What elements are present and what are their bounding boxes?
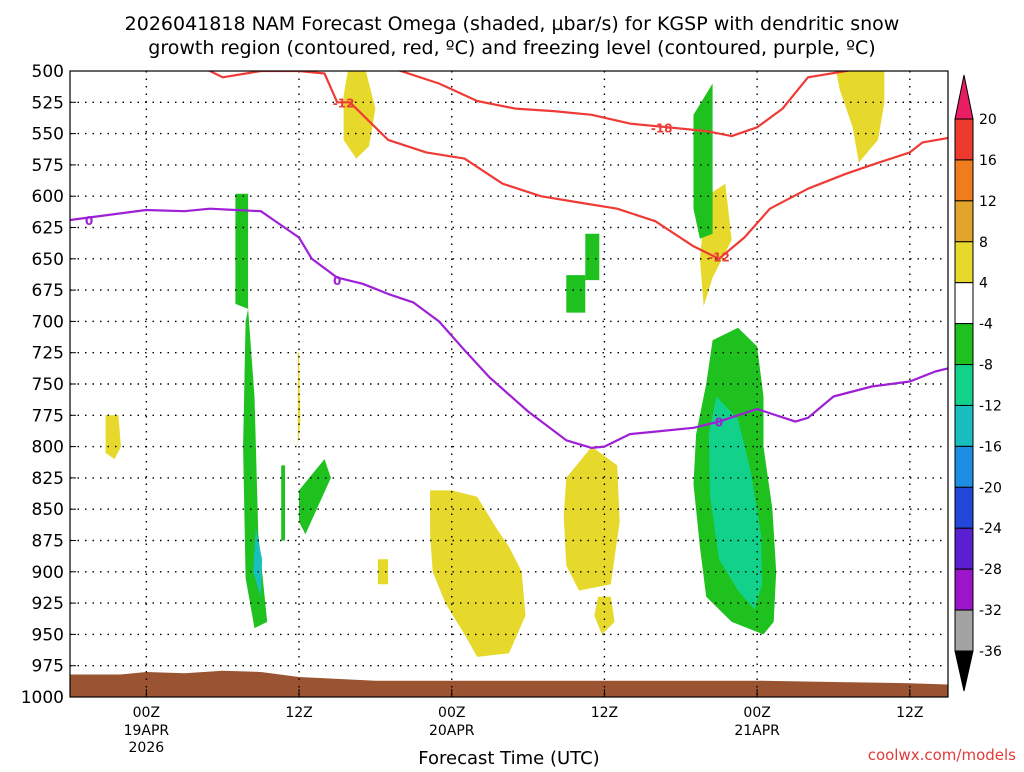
contour-line-0 bbox=[70, 207, 948, 449]
colorbar-label-0: 20 bbox=[979, 112, 997, 128]
omega-region-4 bbox=[235, 193, 249, 309]
y-tick-label-19: 975 bbox=[32, 657, 64, 677]
colorbar-swatch-9 bbox=[954, 445, 974, 488]
colorbar-swatch-7 bbox=[954, 364, 974, 406]
x-tick-label-0: 00Z bbox=[133, 705, 160, 721]
contour-label-0-1: 0 bbox=[333, 274, 341, 288]
omega-region-13 bbox=[708, 396, 763, 610]
contour-line--18 bbox=[397, 71, 851, 138]
contour-label--12-1: -12 bbox=[708, 250, 730, 264]
colorbar-bottom-triangle bbox=[954, 650, 974, 692]
contour-line--12 bbox=[207, 71, 948, 260]
x-tick-label-1: 12Z bbox=[285, 705, 312, 721]
colorbar-swatch-11 bbox=[954, 527, 974, 570]
x-tick-date-4: 21APR bbox=[734, 723, 780, 739]
omega-region-10 bbox=[566, 275, 586, 313]
y-tick-label-3: 575 bbox=[32, 156, 64, 176]
y-tick-label-7: 675 bbox=[32, 281, 64, 301]
y-tick-label-12: 800 bbox=[32, 438, 64, 458]
colorbar-swatch-3 bbox=[954, 200, 974, 243]
colorbar-label-1: 16 bbox=[979, 153, 997, 169]
colorbar-label-9: -20 bbox=[979, 480, 1002, 496]
contour-label-0-0: 0 bbox=[85, 214, 93, 228]
colorbar-swatch-8 bbox=[954, 404, 974, 447]
y-tick-label-8: 700 bbox=[32, 312, 64, 332]
contour-label-0-2: 0 bbox=[715, 416, 723, 430]
colorbar-label-5: -4 bbox=[979, 317, 993, 333]
y-tick-label-1: 525 bbox=[32, 93, 64, 113]
colorbar-swatch-4 bbox=[954, 241, 974, 284]
colorbar-label-8: -16 bbox=[979, 439, 1002, 455]
x-tick-date-2: 20APR bbox=[429, 723, 475, 739]
y-tick-label-14: 850 bbox=[32, 500, 64, 520]
plot-content: -12-12-180000 bbox=[70, 71, 1024, 697]
x-tick-year-0: 2026 bbox=[129, 740, 165, 756]
y-tick-label-17: 925 bbox=[32, 594, 64, 614]
x-axis-label: Forecast Time (UTC) bbox=[418, 748, 599, 768]
colorbar-label-7: -12 bbox=[979, 398, 1002, 414]
colorbar-swatch-1 bbox=[954, 118, 974, 161]
omega-region-16 bbox=[563, 446, 620, 591]
watermark: coolwx.com/models bbox=[868, 746, 1016, 764]
surface-terrain bbox=[70, 670, 948, 697]
colorbar-top-triangle bbox=[954, 74, 974, 120]
colorbar-label-3: 8 bbox=[979, 235, 988, 251]
chart-title-line1: 2026041818 NAM Forecast Omega (shaded, µ… bbox=[125, 13, 900, 35]
x-tick-label-3: 12Z bbox=[591, 705, 618, 721]
colorbar-label-11: -28 bbox=[979, 562, 1002, 578]
y-tick-label-13: 825 bbox=[32, 469, 64, 489]
colorbar-swatch-13 bbox=[954, 609, 974, 652]
colorbar-label-2: 12 bbox=[979, 194, 997, 210]
colorbar-label-4: 4 bbox=[979, 276, 988, 292]
omega-region-3 bbox=[693, 83, 713, 239]
x-tick-date-0: 19APR bbox=[124, 723, 170, 739]
colorbar-swatch-6 bbox=[954, 323, 974, 366]
contour-label--18-0: -18 bbox=[651, 121, 673, 135]
y-tick-label-9: 725 bbox=[32, 344, 64, 364]
omega-region-1 bbox=[836, 71, 885, 163]
chart-title-line2: growth region (contoured, red, ºC) and f… bbox=[148, 37, 875, 59]
omega-region-11 bbox=[585, 233, 600, 281]
colorbar-label-12: -32 bbox=[979, 603, 1002, 619]
omega-region-14 bbox=[105, 415, 121, 460]
colorbar-swatch-10 bbox=[954, 486, 974, 529]
plot-area: -12-12-180000500525550575600625650675700… bbox=[21, 62, 1024, 756]
colorbar-label-10: -24 bbox=[979, 521, 1002, 537]
colorbar-swatch-5 bbox=[954, 282, 974, 325]
colorbar: 20 16 12 8 4 -4 -8 -12 -16 -20 -24 -28 -32 -36 bbox=[954, 74, 1002, 692]
omega-region-18 bbox=[377, 559, 389, 585]
colorbar-swatch-2 bbox=[954, 159, 974, 202]
y-tick-label-18: 950 bbox=[32, 625, 64, 645]
y-tick-label-0: 500 bbox=[32, 62, 64, 82]
y-tick-label-6: 650 bbox=[32, 250, 64, 270]
y-tick-label-20: 1000 bbox=[21, 688, 64, 708]
contour-label--12-0: -12 bbox=[333, 96, 355, 110]
x-tick-label-5: 12Z bbox=[896, 705, 923, 721]
omega-region-7 bbox=[299, 459, 331, 535]
y-tick-label-2: 550 bbox=[32, 125, 64, 145]
colorbar-label-13: -36 bbox=[979, 644, 1002, 660]
omega-region-5 bbox=[243, 308, 268, 629]
x-tick-label-2: 00Z bbox=[438, 705, 465, 721]
y-tick-label-10: 750 bbox=[32, 375, 64, 395]
x-tick-label-4: 00Z bbox=[743, 705, 770, 721]
y-tick-label-16: 900 bbox=[32, 563, 64, 583]
omega-region-19 bbox=[594, 596, 615, 635]
colorbar-swatch-12 bbox=[954, 568, 974, 611]
omega-region-0 bbox=[343, 71, 376, 159]
omega-region-6 bbox=[253, 528, 263, 597]
y-tick-label-11: 775 bbox=[32, 406, 64, 426]
y-tick-label-4: 600 bbox=[32, 187, 64, 207]
omega-region-17 bbox=[430, 490, 526, 657]
omega-region-9 bbox=[297, 352, 301, 447]
omega-region-15 bbox=[1009, 384, 1024, 490]
colorbar-label-6: -8 bbox=[979, 358, 993, 374]
omega-region-8 bbox=[281, 465, 285, 541]
y-tick-label-5: 625 bbox=[32, 219, 64, 239]
y-tick-label-15: 875 bbox=[32, 532, 64, 552]
